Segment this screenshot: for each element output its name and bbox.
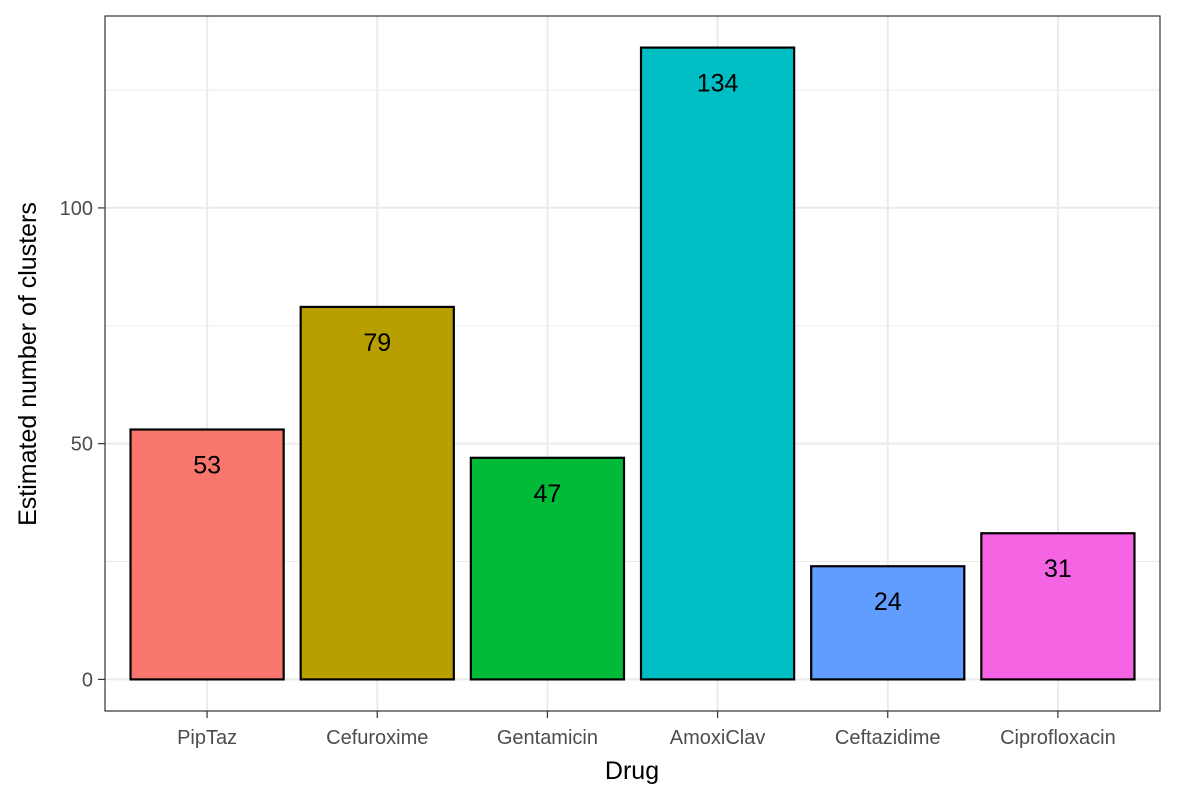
x-tick-label: Gentamicin xyxy=(497,727,598,749)
bar-value-label: 79 xyxy=(363,329,391,357)
x-tick-label: Ciprofloxacin xyxy=(1000,727,1116,749)
y-tick-label: 50 xyxy=(71,434,93,456)
bar-value-label: 24 xyxy=(874,588,902,616)
y-tick-label: 100 xyxy=(60,198,93,220)
bar-gentamicin xyxy=(469,456,626,681)
bar-value-label: 47 xyxy=(534,480,562,508)
bar-value-label: 53 xyxy=(193,452,221,480)
x-axis-ticks: PipTaz Cefuroxime Gentamicin AmoxiClav Cefta… xyxy=(177,711,1116,749)
y-axis-title: Estimated number of clusters xyxy=(14,202,42,526)
x-tick-label: Ceftazidime xyxy=(835,727,941,749)
bars xyxy=(129,46,1136,681)
bar-value-label: 31 xyxy=(1044,555,1072,583)
bar-cefuroxime xyxy=(299,305,455,681)
x-tick-label: PipTaz xyxy=(177,727,237,749)
x-axis-title: Drug xyxy=(605,757,659,785)
bar-piptaz xyxy=(129,428,285,681)
x-tick-label: Cefuroxime xyxy=(326,727,428,749)
bar-amoxiclav xyxy=(639,46,796,681)
bar-ceftazidime xyxy=(810,565,966,681)
x-tick-label: AmoxiClav xyxy=(670,727,766,749)
bar-value-labels: 53 79 47 134 24 31 xyxy=(193,70,1072,617)
y-axis-ticks: 0 50 100 xyxy=(60,198,105,691)
y-tick-label: 0 xyxy=(82,669,93,691)
plot-panel-border xyxy=(104,15,1161,712)
bar-value-label: 134 xyxy=(697,70,739,98)
bar-ciprofloxacin xyxy=(980,532,1136,681)
